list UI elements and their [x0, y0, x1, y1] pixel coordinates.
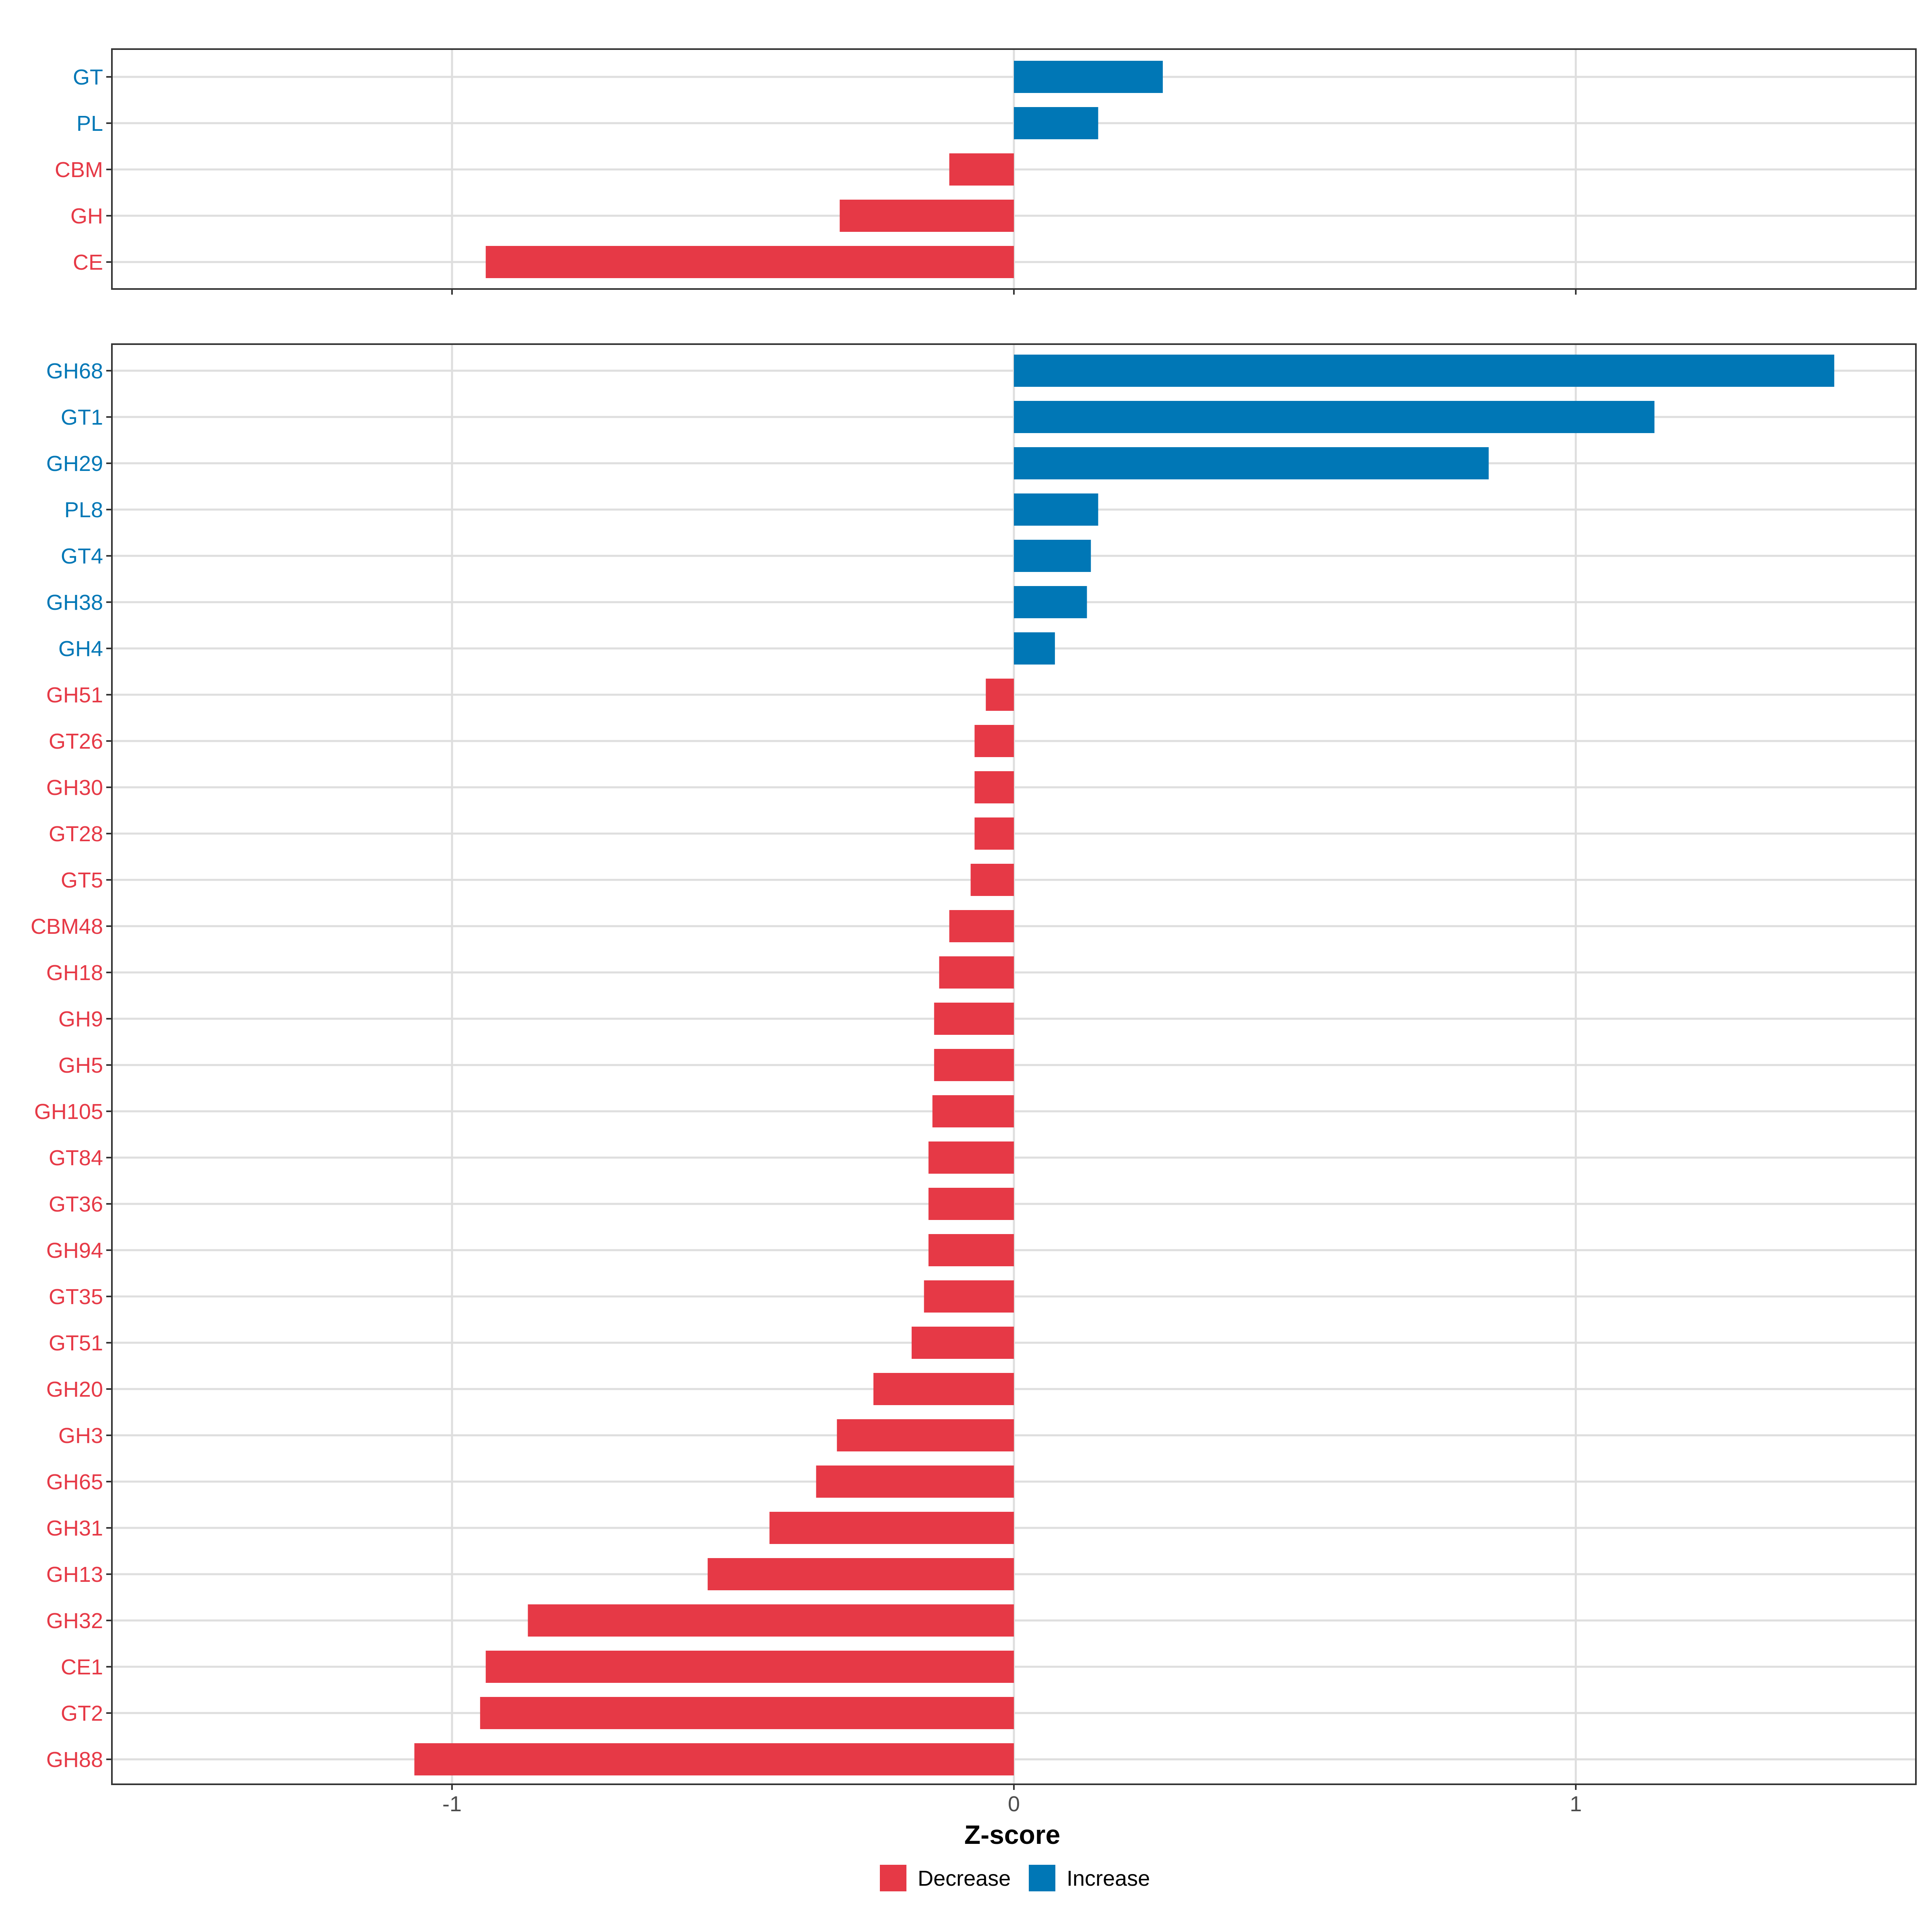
bar-pl	[1014, 107, 1098, 139]
bar-gh68	[1014, 355, 1835, 387]
bar-gh29	[1014, 447, 1489, 479]
y-tick-label: GH30	[46, 776, 103, 800]
y-tick-label: GH5	[58, 1053, 103, 1077]
y-tick-label: GT36	[49, 1192, 103, 1216]
y-tick-label: GT84	[49, 1146, 103, 1170]
panel-class-level: GT PL CBM GH CE	[55, 48, 1917, 295]
bar-gt36	[928, 1188, 1014, 1220]
bar-gt35	[924, 1280, 1014, 1313]
bar-gh20	[873, 1373, 1014, 1405]
bar-gh51	[986, 679, 1014, 711]
bar-gh	[840, 200, 1014, 232]
bar-gh13	[708, 1558, 1014, 1590]
bar-gt	[1014, 61, 1163, 93]
bar-gh4	[1014, 632, 1055, 665]
y-tick-label: PL8	[64, 498, 103, 522]
x-axis-title: Z-score	[964, 1820, 1060, 1849]
y-tick-label: GT5	[61, 868, 103, 892]
bar-gh5	[934, 1049, 1014, 1081]
bar-gh18	[939, 956, 1014, 989]
x-tick-label: 1	[1570, 1792, 1582, 1816]
bar-gh32	[528, 1604, 1014, 1637]
y-tick-label: GH68	[46, 359, 103, 383]
bar-ce1	[485, 1651, 1014, 1683]
bar-cbm48	[949, 910, 1014, 942]
legend-key-increase	[1029, 1865, 1055, 1891]
y-tick-label: GH94	[46, 1238, 103, 1263]
y-tick-label: GT	[73, 65, 103, 89]
legend-label-increase: Increase	[1067, 1866, 1150, 1891]
bar-gt51	[911, 1327, 1014, 1359]
bar-gh9	[934, 1003, 1014, 1035]
y-tick-label: GT2	[61, 1701, 103, 1726]
bar-gt2	[480, 1697, 1014, 1729]
bar-gh31	[769, 1512, 1014, 1544]
panel-family-level: GH68 GT1 GH29 PL8 GT4 GH38 GH4 GH51 GT26 GH30 GT28…	[31, 343, 1917, 1790]
bar-gh38	[1014, 586, 1087, 618]
bar-gh3	[837, 1419, 1014, 1451]
bar-gt4	[1014, 540, 1091, 572]
y-tick-label: GT35	[49, 1285, 103, 1309]
bar-gh88	[414, 1743, 1014, 1775]
y-tick-label: GT1	[61, 405, 103, 429]
y-tick-label: CE1	[61, 1655, 103, 1679]
y-tick-label: GT51	[49, 1331, 103, 1355]
bar-cbm	[949, 153, 1014, 186]
bar-gt84	[928, 1141, 1014, 1174]
x-tick-label: 0	[1008, 1792, 1020, 1816]
y-tick-label: GH51	[46, 683, 103, 707]
bar-gt28	[974, 817, 1014, 850]
bar-gh65	[816, 1466, 1014, 1498]
y-tick-label: CBM48	[31, 914, 103, 939]
bar-gt5	[970, 864, 1014, 896]
y-tick-label: GH4	[58, 637, 103, 661]
y-tick-label: GT26	[49, 729, 103, 753]
y-tick-label: GH20	[46, 1377, 103, 1402]
y-tick-label: GH38	[46, 590, 103, 615]
y-tick-label: CBM	[55, 158, 103, 182]
y-tick-label: GH31	[46, 1516, 103, 1540]
y-tick-label: GH29	[46, 452, 103, 476]
y-tick-label: GH9	[58, 1007, 103, 1031]
x-tick-label: -1	[442, 1792, 462, 1816]
legend-key-decrease	[880, 1865, 906, 1891]
y-tick-label: GH32	[46, 1609, 103, 1633]
legend: Decrease Increase	[880, 1865, 1150, 1891]
y-tick-label: GH18	[46, 961, 103, 985]
y-tick-label: GH105	[34, 1100, 103, 1124]
y-tick-label: CE	[73, 250, 103, 275]
bar-gh30	[974, 771, 1014, 803]
bar-gt26	[974, 725, 1014, 757]
y-tick-label: GH88	[46, 1748, 103, 1772]
y-tick-label: GT28	[49, 822, 103, 846]
bar-pl8	[1014, 493, 1098, 526]
bar-gt1	[1014, 401, 1655, 433]
y-tick-label: GT4	[61, 544, 103, 568]
bar-gh94	[928, 1234, 1014, 1266]
y-tick-label: GH	[70, 204, 103, 228]
y-tick-label: PL	[76, 111, 103, 136]
legend-label-decrease: Decrease	[918, 1866, 1011, 1891]
y-tick-label: GH3	[58, 1424, 103, 1448]
y-tick-label: GH65	[46, 1470, 103, 1494]
x-axis: -1 0 1	[442, 1792, 1582, 1816]
bar-ce	[485, 246, 1014, 278]
bar-gh105	[932, 1095, 1014, 1127]
y-tick-label: GH13	[46, 1563, 103, 1587]
